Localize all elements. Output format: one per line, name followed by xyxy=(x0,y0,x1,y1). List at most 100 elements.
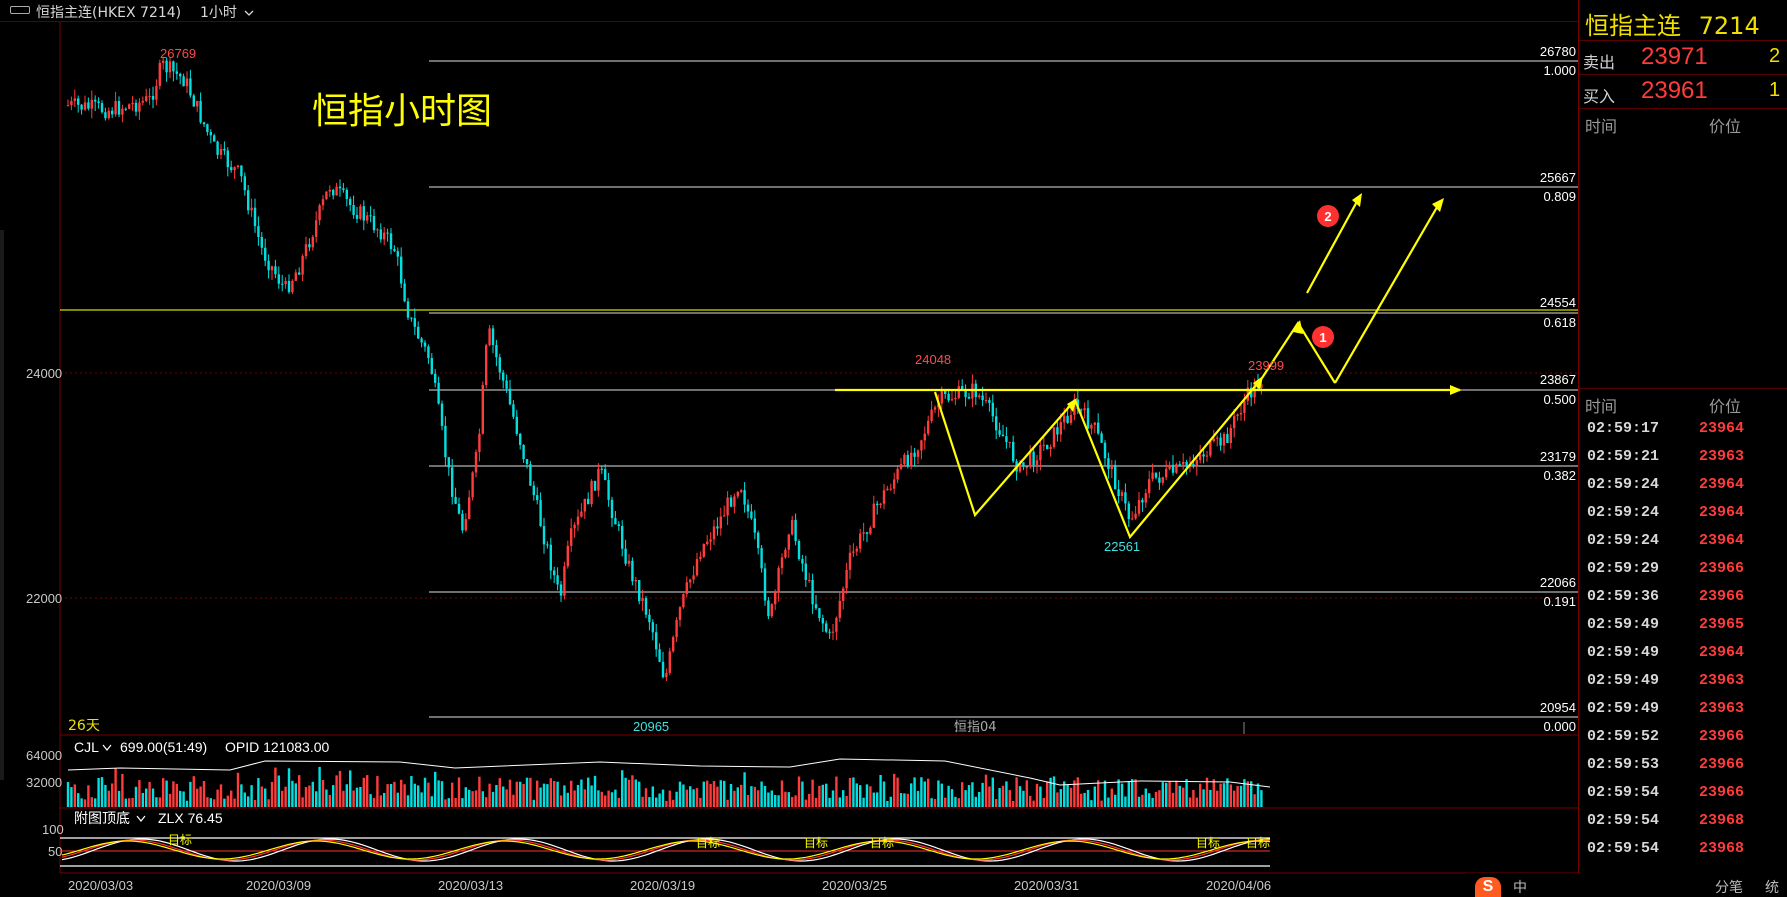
candle-body xyxy=(287,280,291,293)
volume-indicator-name[interactable]: CJL xyxy=(74,739,99,755)
candle-body xyxy=(66,105,70,107)
volume-bar xyxy=(281,790,284,807)
candle-body xyxy=(495,345,498,358)
candle-body xyxy=(104,112,107,119)
volume-bar xyxy=(131,797,134,807)
tick-row[interactable]: 02:59:49 23963 xyxy=(1579,666,1787,694)
tick-time: 02:59:21 xyxy=(1587,448,1660,465)
volume-bar xyxy=(804,799,807,807)
volume-bar xyxy=(644,788,648,807)
candle-body xyxy=(451,467,454,497)
arrowheads xyxy=(1067,193,1462,412)
candle-body xyxy=(889,488,892,490)
tick-row[interactable]: 02:59:54 23966 xyxy=(1579,778,1787,806)
volume-bar xyxy=(842,790,845,807)
volume-bar xyxy=(461,798,464,807)
volume-bar xyxy=(600,791,603,807)
tick-row[interactable]: 02:59:54 23968 xyxy=(1579,834,1787,862)
volume-bar xyxy=(478,776,481,807)
tick-row[interactable]: 02:59:54 23968 xyxy=(1579,806,1787,834)
volume-bar xyxy=(1107,797,1110,807)
sell-volume: 2 xyxy=(1769,45,1781,67)
tick-row[interactable]: 02:59:52 23966 xyxy=(1579,722,1787,750)
volume-bar xyxy=(338,770,342,807)
candle-body xyxy=(583,498,586,512)
target-marker: 目标 xyxy=(168,833,192,847)
tick-row[interactable]: 02:59:53 23966 xyxy=(1579,750,1787,778)
volume-bar xyxy=(1090,800,1093,807)
volume-bar xyxy=(114,768,117,807)
tick-row[interactable]: 02:59:36 23966 xyxy=(1579,582,1787,610)
candle-body xyxy=(539,500,542,527)
candle-body xyxy=(927,420,930,434)
volume-bar xyxy=(570,780,573,807)
candle-body xyxy=(1141,499,1144,503)
candle-body xyxy=(175,71,178,74)
chevron-down-icon[interactable] xyxy=(244,9,254,17)
symbol-title[interactable]: 恒指主连(HKEX 7214) xyxy=(36,5,182,21)
sell-quote[interactable]: 卖出 23971 2 xyxy=(1579,40,1787,74)
price-chart[interactable]: 24000 22000 26780 1.000 25667 0.809 2455… xyxy=(0,0,1578,897)
tick-row[interactable]: 02:59:29 23966 xyxy=(1579,554,1787,582)
chevron-down-icon[interactable] xyxy=(102,744,112,751)
candle-body xyxy=(512,404,515,417)
candle-body xyxy=(413,318,416,327)
tick-row[interactable]: 02:59:17 23964 xyxy=(1579,414,1787,442)
volume-bar xyxy=(250,785,253,807)
tick-row[interactable]: 02:59:49 23965 xyxy=(1579,610,1787,638)
marker-2-text: 2 xyxy=(1324,209,1331,224)
volume-bar xyxy=(621,770,624,807)
volume-bar xyxy=(253,799,257,807)
tick-row[interactable]: 02:59:24 23964 xyxy=(1579,526,1787,554)
tab-zhong[interactable]: 中 xyxy=(1513,880,1527,896)
tab-fenbi[interactable]: 分笔 xyxy=(1715,880,1743,896)
chevron-down-icon[interactable] xyxy=(136,815,146,822)
tick-row[interactable]: 02:59:24 23964 xyxy=(1579,470,1787,498)
volume-bar xyxy=(818,785,821,807)
volume-bar xyxy=(298,775,301,807)
tick-row[interactable]: 02:59:49 23964 xyxy=(1579,638,1787,666)
tick-row[interactable]: 02:59:49 23963 xyxy=(1579,694,1787,722)
volume-bar xyxy=(1137,796,1141,807)
volume-bar xyxy=(920,777,923,807)
candle-body xyxy=(454,496,457,504)
candle-body xyxy=(505,380,508,389)
candle-body xyxy=(940,390,943,404)
volume-bar xyxy=(1219,783,1222,807)
candle-body xyxy=(1222,433,1226,446)
buy-quote[interactable]: 买入 23961 1 xyxy=(1579,74,1787,108)
chart-title-bar: 恒指主连(HKEX 7214) 1小时 xyxy=(0,0,1578,22)
candle-body xyxy=(1022,462,1025,467)
sub-indicator-name[interactable]: 附图顶底 xyxy=(74,811,130,827)
volume-bar xyxy=(995,798,998,807)
col-price: 价位 xyxy=(1709,117,1742,136)
period-selector[interactable]: 1小时 xyxy=(200,2,254,22)
candle-body xyxy=(1005,436,1008,443)
candle-body xyxy=(168,61,172,73)
volume-bar xyxy=(321,779,325,807)
fib-ratio-0618: 0.618 xyxy=(1543,315,1576,330)
candle-body xyxy=(267,260,270,271)
link-icon[interactable] xyxy=(10,6,30,14)
volume-bar xyxy=(260,786,263,807)
volume-bar xyxy=(712,780,716,807)
volume-bar xyxy=(1199,783,1202,807)
volume-bar xyxy=(236,772,240,807)
candle-body xyxy=(1090,424,1093,429)
volume-bar xyxy=(403,784,406,807)
volume-bar xyxy=(723,780,726,807)
tab-tong[interactable]: 统 xyxy=(1765,880,1779,896)
tick-row[interactable]: 02:59:21 23963 xyxy=(1579,442,1787,470)
candle-body xyxy=(366,215,369,221)
volume-bar xyxy=(1205,777,1209,807)
tick-row[interactable]: 02:59:24 23964 xyxy=(1579,498,1787,526)
candle-body xyxy=(508,388,512,405)
candle-body xyxy=(1029,451,1032,467)
candle-body xyxy=(117,101,121,115)
fibonacci-retracement[interactable] xyxy=(60,60,1578,718)
volume-bar xyxy=(471,791,474,807)
volume-bar xyxy=(559,795,563,807)
candle-body xyxy=(1175,464,1178,473)
trend-annotations[interactable] xyxy=(835,195,1460,540)
candle-body xyxy=(719,516,722,529)
